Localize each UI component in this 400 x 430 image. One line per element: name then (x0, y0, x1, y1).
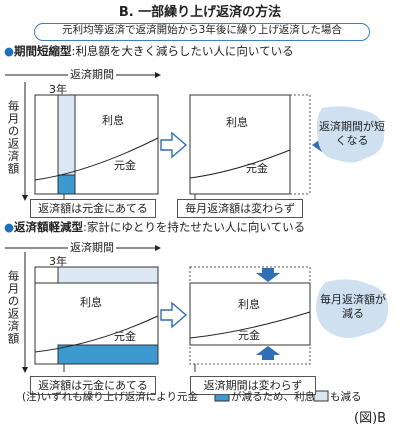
callout-bubble-b (316, 279, 389, 338)
callout-text-a: 返済期間が短くなる (319, 120, 385, 147)
section-a-header: ●期間短縮型:利息額を大きく減らしたい人に向いている (4, 44, 294, 58)
subtitle: 元利均等返済で返済開始から3年後に繰り上げ返済した場合 (62, 24, 342, 36)
shrink-arrow-down-b (256, 268, 280, 282)
shrink-arrow-up-b (256, 346, 280, 360)
section-b-desc: :家計にゆとりを持たせたい人に向いている (83, 220, 306, 234)
callout-text-b: 毎月返済額が減る (320, 293, 386, 320)
subtitle-frame (34, 23, 370, 41)
interest-reduced-area-b (57, 266, 159, 284)
transition-arrow-a (160, 131, 188, 159)
chart-a-right-frame (189, 94, 291, 195)
caption-left-a: 返済額は元金にあてる (30, 199, 156, 218)
figure-label: (図)B (354, 411, 387, 426)
principal-prepaid-area-a (57, 174, 76, 195)
principal-label-a-left: 元金 (114, 159, 136, 172)
y-axis-label-b: 毎月の返済額 (6, 270, 21, 345)
section-b-label: 返済額軽減型 (14, 220, 84, 234)
chart-b-right-frame (189, 282, 311, 346)
year-label-a: 3年 (49, 83, 67, 96)
section-a-label: 期間短縮型 (14, 44, 72, 58)
note-middle: が減るため、利息 (231, 391, 315, 403)
principal-label-a-right: 元金 (246, 162, 268, 175)
note-suffix: も減る (330, 391, 362, 403)
section-a-bullet: ● (4, 44, 15, 58)
period-label-b: 返済期間 (68, 241, 116, 254)
legend-interest-swatch (313, 390, 329, 402)
interest-label-b-right: 利息 (238, 298, 260, 311)
section-b-header: ●返済額軽減型:家計にゆとりを持たせたい人に向いている (4, 220, 306, 234)
interest-label-a-right: 利息 (226, 116, 248, 129)
principal-curve-a-right (189, 149, 291, 179)
principal-label-b-left: 元金 (114, 330, 136, 343)
principal-curve-b-right (189, 311, 311, 339)
note-prefix: (注)いずれも繰り上げ返済により元金 (22, 391, 198, 403)
section-a-desc: :利息額を大きく減らしたい人に向いている (71, 44, 294, 58)
principal-prepaid-area-b (57, 344, 159, 365)
principal-curve-b-left (34, 315, 159, 353)
y-axis-label-a: 毎月の返済額 (6, 100, 21, 175)
interest-label-b-left: 利息 (80, 296, 102, 309)
callout-bubble-a (316, 106, 385, 163)
interest-label-a-left: 利息 (102, 114, 124, 127)
chart-a-left-frame (34, 94, 159, 195)
caption-right-a: 毎月返済額は変わらず (177, 199, 303, 218)
transition-arrow-b (160, 301, 188, 329)
page-title: B. 一部繰り上げ返済の方法 (118, 5, 282, 20)
period-label-a: 返済期間 (68, 68, 116, 81)
year-label-b: 3年 (49, 255, 67, 268)
principal-curve-a-left (34, 137, 159, 181)
caption-left-b: 返済額は元金にあてる (30, 376, 156, 395)
section-b-bullet: ● (4, 220, 15, 234)
caption-right-b: 返済期間は変わらず (190, 376, 316, 395)
principal-label-b-right: 元金 (238, 329, 260, 342)
